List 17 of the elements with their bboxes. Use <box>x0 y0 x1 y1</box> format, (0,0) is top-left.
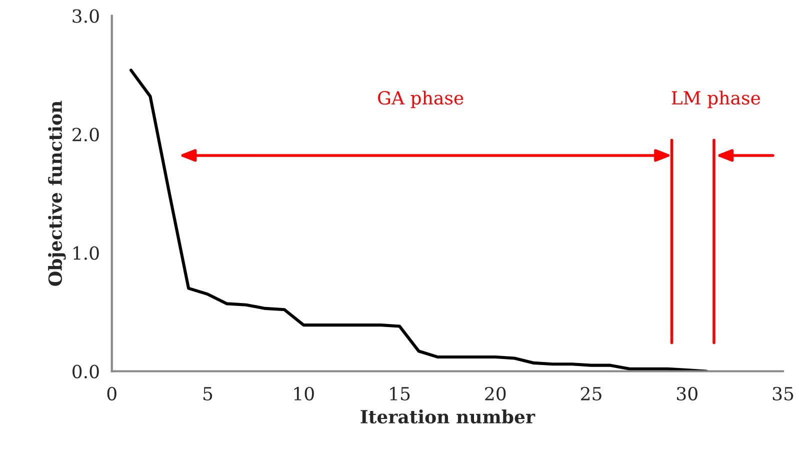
x-axis-title: Iteration number <box>360 410 536 424</box>
y-tick-label: 1.0 <box>74 246 99 260</box>
x-tick-label: 15 <box>390 386 410 401</box>
line-series <box>130 68 708 372</box>
x-tick-label: 25 <box>580 386 602 401</box>
x-tick-label: 20 <box>485 386 506 401</box>
x-tick-label: 30 <box>677 386 698 401</box>
x-tick-label: 10 <box>294 386 314 401</box>
y-tick-label: 2.0 <box>72 128 99 142</box>
annotation: LM phase <box>672 90 760 108</box>
y-axis-title: Objective function <box>48 100 66 286</box>
x-tick-label: 35 <box>772 386 794 401</box>
x-tick-label: 0 <box>107 386 116 401</box>
annotation: GA phase <box>378 90 464 108</box>
y-tick-label: 3.0 <box>72 9 99 23</box>
y-tick-label: 0.0 <box>72 364 99 378</box>
x-tick-label: 5 <box>204 387 212 401</box>
